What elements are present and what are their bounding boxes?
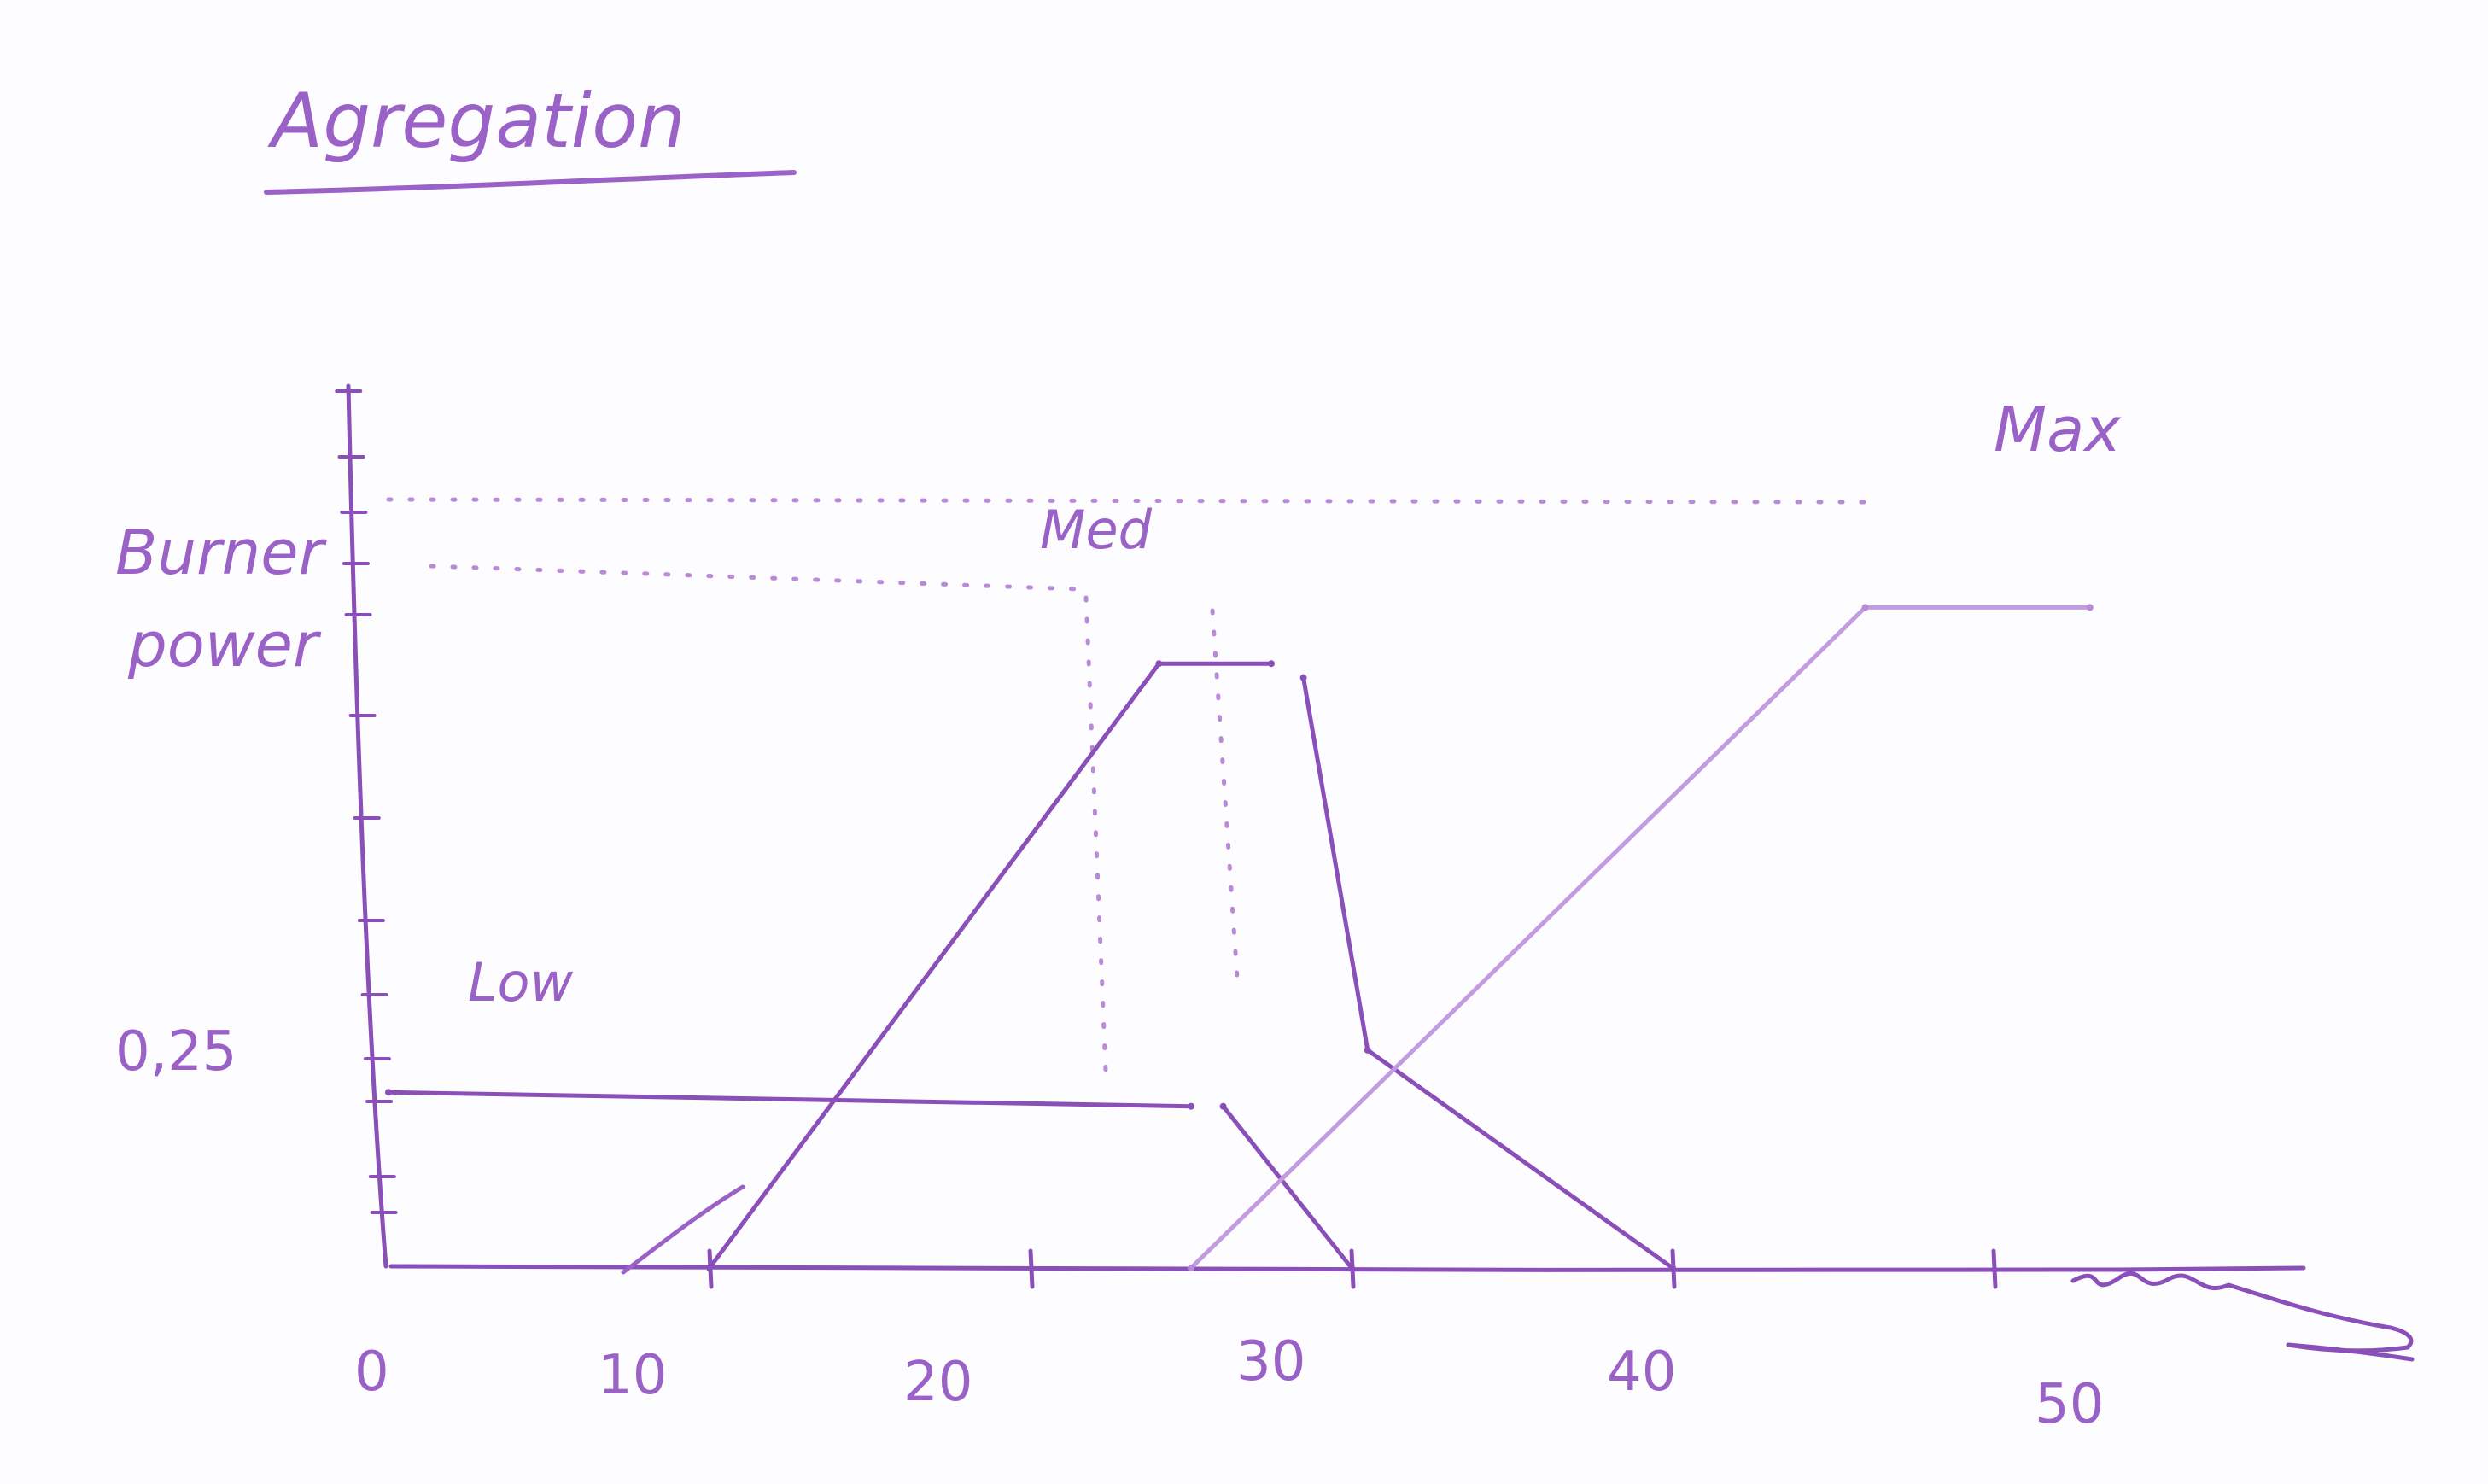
series-line-low-point-3 xyxy=(1348,1265,1355,1271)
x-axis xyxy=(388,1264,2306,1272)
series-lines xyxy=(385,604,2094,1271)
series-line-low-point-1 xyxy=(1188,1102,1194,1110)
series-line-med-point-1 xyxy=(1155,660,1163,668)
dotted-line-med-side xyxy=(1210,608,1241,993)
series-label-max: Max xyxy=(1994,394,2122,465)
x-tick-label-10: 10 xyxy=(598,1344,667,1407)
y-axis-label-line1: Burner xyxy=(115,517,328,588)
series-line-low-fall xyxy=(1221,1104,1354,1271)
x-tick-label-20: 20 xyxy=(903,1351,972,1414)
arrowhead-med-start xyxy=(621,1184,745,1275)
dotted-line-med-drop xyxy=(1083,595,1108,1074)
title-underline xyxy=(264,170,797,195)
series-line-med-point-5 xyxy=(1669,1265,1676,1271)
x-tick-label-0: 0 xyxy=(354,1341,389,1404)
y-tick-label-0-25: 0,25 xyxy=(115,1020,237,1084)
series-line-max xyxy=(1189,605,2093,1271)
series-line-med-point-3 xyxy=(1299,674,1307,681)
series-line-low-plateau xyxy=(386,1090,1194,1109)
y-axis xyxy=(346,383,388,1269)
x-axis-scribble xyxy=(2070,1271,2415,1362)
y-axis-label-line2: power xyxy=(127,609,322,681)
series-label-low: Low xyxy=(468,951,573,1014)
x-tick-label-40: 40 xyxy=(1607,1341,1676,1404)
dotted-line-max-level xyxy=(386,497,1881,505)
x-tick-label-30: 30 xyxy=(1236,1330,1305,1393)
series-line-max-point-1 xyxy=(1861,604,1869,611)
chart-title: Agregation xyxy=(267,77,686,165)
series-line-med-rise xyxy=(707,661,1274,1271)
series-line-max-point-2 xyxy=(2086,604,2094,611)
series-line-med-fall xyxy=(1301,675,1675,1271)
x-tick-label-50: 50 xyxy=(2035,1373,2104,1436)
series-line-max-point-0 xyxy=(1188,1265,1194,1271)
series-label-med: Med xyxy=(1040,499,1153,561)
series-line-low-point-2 xyxy=(1219,1102,1227,1110)
x-tick-50 xyxy=(1991,1248,1998,1289)
y-axis-ticks xyxy=(335,389,398,1214)
dotted-line-med-level xyxy=(429,564,1083,592)
series-line-med-point-4 xyxy=(1364,1046,1371,1054)
series-line-low-point-0 xyxy=(385,1089,392,1096)
series-line-med-point-2 xyxy=(1268,660,1275,668)
x-tick-20 xyxy=(1028,1248,1035,1289)
series-line-med-point-0 xyxy=(706,1265,713,1271)
